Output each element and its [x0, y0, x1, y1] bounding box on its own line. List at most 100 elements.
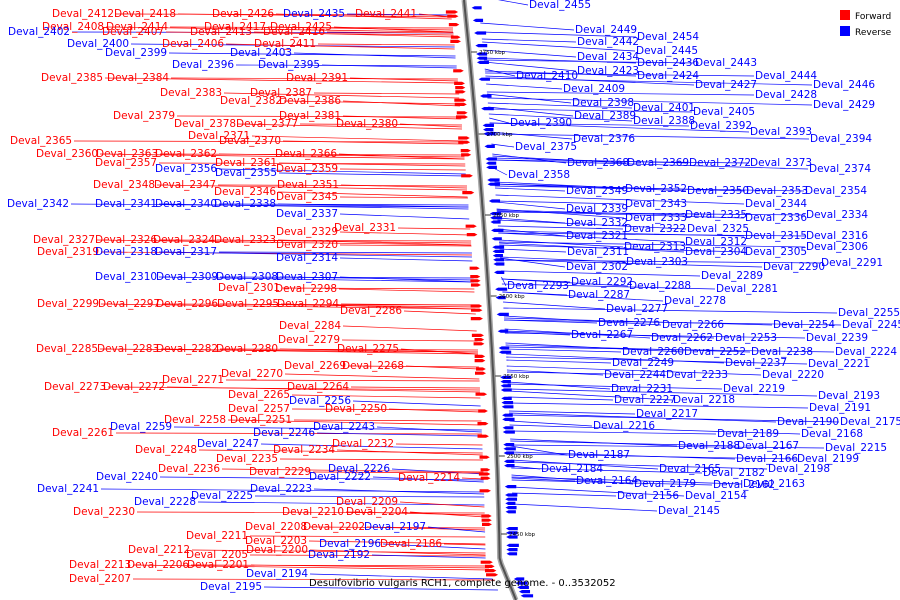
- connector-line: [321, 64, 457, 69]
- connector-line: [490, 133, 810, 140]
- connector-line: [509, 414, 840, 423]
- connector-line: [512, 492, 617, 497]
- gene-label-right: Deval_2353: [746, 185, 808, 197]
- gene-label-right: Deval_2237: [725, 357, 787, 369]
- gene-label-left: Deval_2229: [249, 466, 311, 478]
- connector-line: [279, 348, 478, 353]
- gene-label-left: Deval_2407: [102, 26, 164, 38]
- connector-line: [506, 359, 612, 364]
- gene-label-left: Deval_2362: [155, 148, 217, 160]
- gene-label-left: Deval_2268: [342, 360, 404, 372]
- forward-gene-arrow: [479, 455, 490, 459]
- reverse-gene-arrow: [480, 94, 492, 98]
- connector-line: [511, 476, 743, 485]
- gene-label-left: Deval_2240: [96, 471, 158, 483]
- forward-gene-arrow: [474, 354, 486, 358]
- gene-label-left: Deval_2282: [156, 343, 218, 355]
- forward-gene-arrow: [477, 434, 489, 438]
- gene-label-right: Deval_2290: [763, 261, 825, 273]
- gene-label-right: Deval_2277: [606, 303, 668, 315]
- connector-line: [506, 356, 808, 365]
- gene-label-left: Deval_2256: [289, 395, 351, 407]
- gene-label-left: Deval_2402: [8, 26, 70, 38]
- gene-label-right: Deval_2164: [576, 475, 638, 487]
- reverse-gene-arrow: [503, 447, 516, 451]
- connector-line: [497, 219, 687, 230]
- connector-line: [338, 288, 475, 293]
- forward-gene-arrow: [470, 279, 481, 283]
- gene-label-left: Deval_2212: [128, 544, 190, 556]
- connector-line: [489, 122, 690, 127]
- gene-label-right: Deval_2375: [515, 141, 577, 153]
- reverse-gene-arrow: [500, 380, 511, 384]
- gene-label-left: Deval_2234: [273, 444, 335, 456]
- gene-label-left: Deval_2391: [286, 72, 348, 84]
- forward-gene-arrow: [445, 10, 459, 14]
- reverse-gene-arrow: [484, 144, 495, 148]
- reverse-gene-arrow: [486, 165, 497, 169]
- genome-backbone: [461, 0, 519, 600]
- gene-label-left: Deval_2346: [214, 186, 276, 198]
- reverse-gene-arrow: [485, 161, 497, 165]
- connector-line: [132, 564, 489, 571]
- reverse-gene-arrow: [505, 493, 518, 497]
- gene-label-left: Deval_2381: [279, 110, 341, 122]
- connector-line: [505, 348, 622, 353]
- connector-line: [509, 424, 801, 435]
- connector-line: [100, 488, 485, 493]
- connector-line: [217, 184, 468, 187]
- gene-label-right: Deval_2220: [762, 369, 824, 381]
- connector-line: [291, 408, 481, 411]
- connector-line: [177, 13, 452, 18]
- connector-line: [503, 307, 838, 314]
- gene-label-left: Deval_2414: [106, 21, 168, 33]
- reverse-gene-arrow: [485, 157, 497, 161]
- gene-label-right: Deval_2322: [624, 223, 686, 235]
- gene-label-right: Deval_2315: [745, 230, 807, 242]
- gene-label-right: Deval_2374: [809, 163, 871, 175]
- connector-line: [498, 239, 624, 248]
- gene-label-left: Deval_2203: [245, 535, 307, 547]
- gene-label-left: Deval_2265: [228, 389, 290, 401]
- reverse-gene-arrow: [506, 531, 518, 535]
- connector-line: [376, 426, 482, 433]
- connector-line: [342, 100, 460, 107]
- connector-line: [168, 52, 456, 57]
- reverse-gene-arrow: [506, 548, 518, 552]
- connector-line: [346, 13, 452, 16]
- gene-label-left: Deval_2363: [96, 148, 158, 160]
- connector-line: [107, 386, 480, 391]
- gene-label-right: Deval_2394: [810, 133, 872, 145]
- gene-label-right: Deval_2434: [577, 51, 639, 63]
- connector-line: [218, 168, 466, 175]
- gene-label-right: Deval_2267: [571, 329, 633, 341]
- forward-gene-arrow: [478, 409, 488, 413]
- reverse-gene-arrow: [496, 312, 509, 316]
- connector-line: [494, 185, 805, 192]
- forward-gene-arrow: [484, 564, 495, 568]
- gene-label-right: Deval_2358: [508, 169, 570, 181]
- gene-label-left: Deval_2295: [217, 298, 279, 310]
- gene-label-left: Deval_2309: [156, 271, 218, 283]
- reverse-gene-arrow: [504, 464, 515, 468]
- forward-gene-arrow: [471, 333, 484, 337]
- gene-label-right: Deval_2278: [664, 295, 726, 307]
- gene-label-right: Deval_2221: [808, 358, 870, 370]
- gene-label-left: Deval_2207: [69, 573, 131, 585]
- connector-line: [500, 257, 566, 268]
- reverse-gene-arrow: [506, 543, 519, 547]
- forward-gene-arrow: [470, 304, 483, 308]
- reverse-gene-arrow: [489, 212, 501, 216]
- connector-line: [218, 203, 469, 206]
- reverse-gene-arrow: [483, 132, 496, 136]
- reverse-gene-arrow: [501, 405, 514, 409]
- gene-label-left: Deval_2294: [277, 298, 339, 310]
- gene-label-right: Deval_2182: [703, 467, 765, 479]
- gene-label-left: Deval_2222: [309, 471, 371, 483]
- gene-label-left: Deval_2246: [253, 427, 315, 439]
- connector-line: [170, 77, 458, 80]
- connector-line: [490, 131, 573, 140]
- connector-line: [309, 573, 493, 580]
- scale-tick-label: 2600 kbp: [499, 294, 525, 300]
- reverse-gene-arrow: [501, 396, 512, 400]
